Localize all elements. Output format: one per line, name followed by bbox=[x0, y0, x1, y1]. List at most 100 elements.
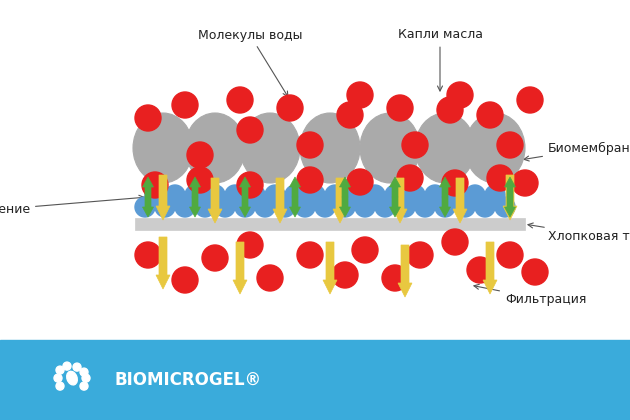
Circle shape bbox=[215, 197, 235, 217]
Circle shape bbox=[512, 170, 538, 196]
Circle shape bbox=[80, 382, 88, 390]
Circle shape bbox=[257, 265, 283, 291]
FancyArrow shape bbox=[142, 177, 154, 197]
Circle shape bbox=[245, 185, 265, 205]
Circle shape bbox=[405, 185, 425, 205]
Circle shape bbox=[425, 185, 445, 205]
Text: Фильтрация: Фильтрация bbox=[474, 284, 587, 307]
Circle shape bbox=[135, 105, 161, 131]
Circle shape bbox=[185, 185, 205, 205]
FancyArrow shape bbox=[156, 175, 170, 220]
FancyArrow shape bbox=[440, 197, 450, 217]
Circle shape bbox=[142, 172, 168, 198]
Circle shape bbox=[255, 197, 275, 217]
Circle shape bbox=[477, 102, 503, 128]
Ellipse shape bbox=[67, 371, 77, 385]
Text: BIOMICROGEL®: BIOMICROGEL® bbox=[115, 371, 262, 389]
FancyArrow shape bbox=[453, 178, 467, 223]
Circle shape bbox=[80, 368, 88, 376]
Circle shape bbox=[235, 197, 255, 217]
Circle shape bbox=[172, 92, 198, 118]
Circle shape bbox=[297, 167, 323, 193]
Circle shape bbox=[73, 363, 81, 371]
Circle shape bbox=[237, 232, 263, 258]
Circle shape bbox=[195, 197, 215, 217]
Circle shape bbox=[265, 185, 285, 205]
Circle shape bbox=[63, 362, 71, 370]
Circle shape bbox=[56, 366, 64, 374]
Circle shape bbox=[487, 165, 513, 191]
Circle shape bbox=[337, 102, 363, 128]
Circle shape bbox=[497, 242, 523, 268]
Circle shape bbox=[295, 197, 315, 217]
Circle shape bbox=[225, 185, 245, 205]
Circle shape bbox=[375, 197, 395, 217]
Circle shape bbox=[475, 197, 495, 217]
Circle shape bbox=[365, 185, 385, 205]
Circle shape bbox=[155, 197, 175, 217]
Circle shape bbox=[315, 197, 335, 217]
FancyArrow shape bbox=[273, 178, 287, 223]
FancyArrow shape bbox=[393, 178, 407, 223]
Circle shape bbox=[305, 185, 325, 205]
Text: Хлопковая ткань: Хлопковая ткань bbox=[528, 223, 630, 244]
Circle shape bbox=[435, 197, 455, 217]
Circle shape bbox=[465, 185, 485, 205]
Circle shape bbox=[187, 167, 213, 193]
Circle shape bbox=[277, 95, 303, 121]
Circle shape bbox=[285, 185, 305, 205]
Circle shape bbox=[135, 197, 155, 217]
Ellipse shape bbox=[240, 113, 300, 183]
Circle shape bbox=[455, 197, 475, 217]
Circle shape bbox=[395, 197, 415, 217]
Ellipse shape bbox=[415, 113, 475, 183]
FancyArrow shape bbox=[340, 197, 350, 217]
Text: Молекулы воды: Молекулы воды bbox=[198, 29, 302, 97]
Circle shape bbox=[237, 117, 263, 143]
Circle shape bbox=[227, 87, 253, 113]
Circle shape bbox=[82, 374, 90, 382]
FancyArrow shape bbox=[290, 197, 301, 217]
FancyArrow shape bbox=[233, 242, 247, 294]
Circle shape bbox=[352, 237, 378, 263]
Bar bbox=[0, 340, 630, 420]
Text: Отражение: Отражение bbox=[0, 195, 144, 216]
FancyArrow shape bbox=[239, 177, 251, 197]
Circle shape bbox=[172, 267, 198, 293]
FancyArrow shape bbox=[323, 242, 337, 294]
Circle shape bbox=[237, 172, 263, 198]
Circle shape bbox=[445, 185, 465, 205]
FancyArrow shape bbox=[440, 177, 450, 197]
Circle shape bbox=[385, 185, 405, 205]
FancyArrow shape bbox=[340, 177, 350, 197]
Circle shape bbox=[345, 185, 365, 205]
FancyArrow shape bbox=[389, 177, 401, 197]
Circle shape bbox=[165, 185, 185, 205]
Circle shape bbox=[135, 242, 161, 268]
FancyArrow shape bbox=[156, 237, 170, 289]
FancyArrow shape bbox=[503, 175, 517, 220]
Circle shape bbox=[175, 197, 195, 217]
Ellipse shape bbox=[465, 113, 525, 183]
Circle shape bbox=[347, 169, 373, 195]
Circle shape bbox=[517, 87, 543, 113]
FancyArrow shape bbox=[505, 197, 515, 217]
Circle shape bbox=[275, 197, 295, 217]
Ellipse shape bbox=[360, 113, 420, 183]
Circle shape bbox=[187, 142, 213, 168]
Circle shape bbox=[495, 197, 515, 217]
Text: Биомембраны: Биомембраны bbox=[524, 142, 630, 161]
Circle shape bbox=[382, 265, 408, 291]
Circle shape bbox=[297, 242, 323, 268]
Circle shape bbox=[415, 197, 435, 217]
Ellipse shape bbox=[300, 113, 360, 183]
FancyArrow shape bbox=[208, 178, 222, 223]
FancyArrow shape bbox=[505, 177, 515, 197]
Circle shape bbox=[442, 229, 468, 255]
Circle shape bbox=[325, 185, 345, 205]
FancyArrow shape bbox=[142, 197, 154, 217]
Circle shape bbox=[56, 382, 64, 390]
FancyArrow shape bbox=[239, 197, 251, 217]
Circle shape bbox=[407, 242, 433, 268]
Circle shape bbox=[335, 197, 355, 217]
